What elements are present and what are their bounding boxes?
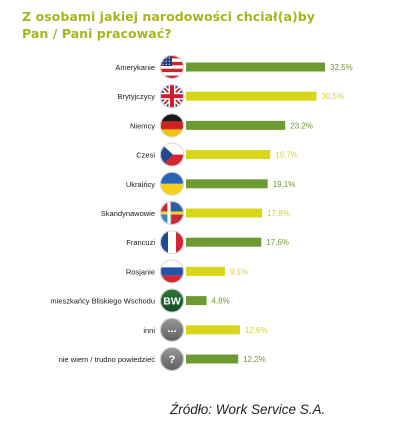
bar-chart: Amerykanie 32,5% Brytyjczycy 30,5% Niemcy 23,… [50,55,353,371]
bar [186,296,207,306]
category-label: nie wiem / trudno powiedzieć [59,355,156,364]
flag-usa-icon [160,55,184,79]
category-label: mieszkańcy Bliskiego Wschodu [50,297,155,306]
svg-text:?: ? [169,354,176,366]
value-label: 17,6% [266,238,289,247]
flag-ukraine-icon [160,171,184,196]
flag-germany-icon [160,113,184,138]
category-label: Niemcy [130,121,155,130]
bar [186,150,271,160]
chart-title: Z osobami jakiej narodowości chciał(a)by… [22,8,402,42]
question-badge-icon: ? [160,347,184,371]
bar [186,179,268,189]
category-label: Ukraińcy [126,180,155,189]
bar [186,91,317,101]
ellipsis-badge-icon: ... [160,317,184,342]
bar [186,120,286,130]
value-label: 12,2% [243,355,266,364]
bar [186,325,240,335]
category-label: Czesi [136,151,155,160]
bar [186,208,263,218]
source-note: Źródło: Work Service S.A. [170,402,326,417]
category-label: Rosjanie [126,267,155,276]
bw-badge-icon: BW [160,288,184,313]
flag-uk-icon [160,84,184,109]
category-label: inni [143,326,155,335]
value-label: 30,5% [321,92,344,101]
value-label: 9,1% [230,267,248,276]
category-label: Francuzi [126,238,155,247]
category-label: Skandynawowie [101,209,155,218]
category-label: Amerykanie [115,63,155,72]
value-label: 4,8% [212,297,230,306]
bar [186,354,239,364]
value-label: 19,7% [275,151,298,160]
flag-czech-icon [160,142,184,167]
bar [186,237,262,247]
value-label: 19,1% [273,180,296,189]
chart-title-line-2: Pan / Pani pracować? [22,26,172,41]
bar [186,62,325,72]
category-label: Brytyjczycy [118,92,156,101]
value-label: 17,8% [267,209,290,218]
flag-france-icon [160,230,184,255]
bar [186,266,225,276]
flag-scandinavia-icon [160,201,184,225]
value-label: 32,5% [330,63,353,72]
flag-russia-icon [160,259,184,284]
svg-text:...: ... [167,323,176,335]
value-label: 12,6% [245,326,268,335]
svg-text:BW: BW [163,296,181,308]
chart-title-line-1: Z osobami jakiej narodowości chciał(a)by [22,9,315,24]
value-label: 23,2% [290,121,313,130]
